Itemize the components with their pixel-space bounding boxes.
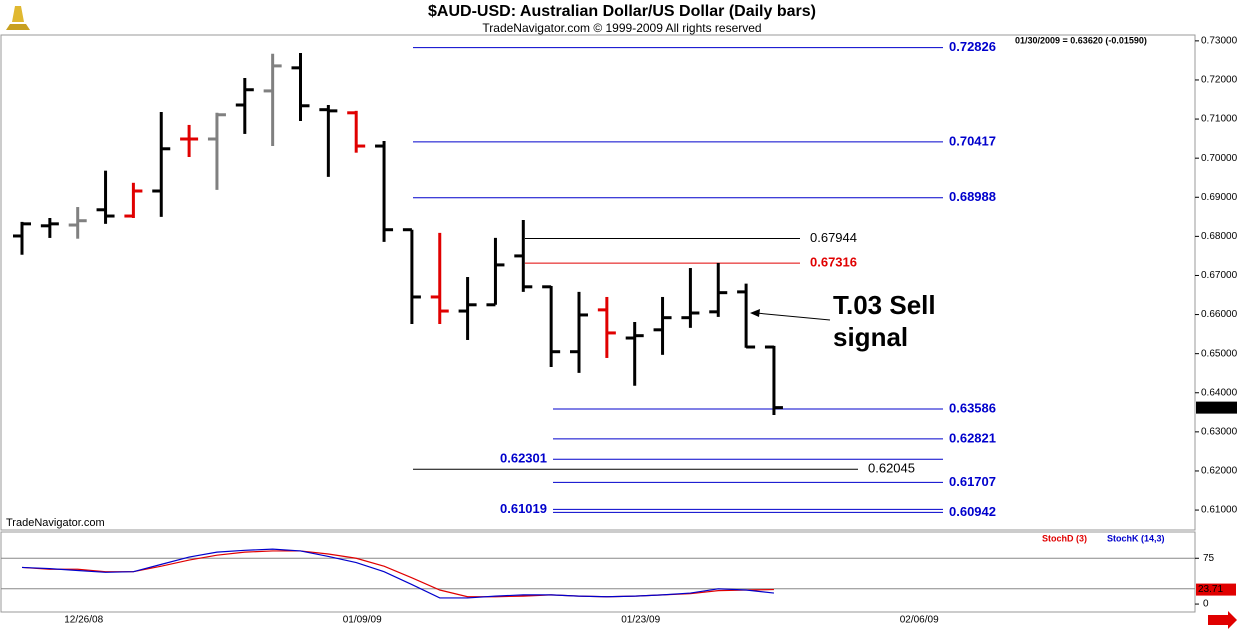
x-tick-label: 01/09/09 [343,615,382,626]
level-label: 0.72826 [949,39,996,54]
watermark: TradeNavigator.com [6,517,105,529]
info-text: 01/30/2009 = 0.63620 (-0.01590) [1015,35,1147,45]
level-label: 0.61707 [949,474,996,489]
y-tick-label: 0.72000 [1201,75,1238,86]
level-label: 0.68988 [949,189,996,204]
y-tick-label: 0.63000 [1201,427,1238,438]
level-label: 0.62821 [949,430,996,445]
y-tick-label: 0.61000 [1201,505,1238,516]
last-price-label: 0.63620 [1198,402,1235,413]
level-label: 0.67944 [810,230,857,245]
annotation-arrowhead [750,309,760,317]
chart-title: $AUD-USD: Australian Dollar/US Dollar (D… [428,3,816,20]
y-tick-label: 0.64000 [1201,387,1238,398]
level-label: 0.62045 [868,461,915,476]
level-label: 0.70417 [949,133,996,148]
y-tick-label: 0.73000 [1201,36,1238,47]
stoch-line [21,548,775,599]
last-value-box [1196,583,1236,596]
y-tick-label: 0.66000 [1201,309,1238,320]
x-tick-label: 12/26/08 [64,615,103,626]
y-tick-label: 75 [1203,553,1215,564]
level-label: 0.63586 [949,400,996,415]
x-tick-label: 01/23/09 [621,615,660,626]
legend-entry: StochK (14,3) [1107,533,1165,543]
level-label: 0.62301 [500,451,547,466]
y-tick-label: 0 [1203,599,1209,610]
x-tick-label: 02/06/09 [900,615,939,626]
y-tick-label: 0.67000 [1201,270,1238,281]
y-tick-label: 0.68000 [1201,231,1238,242]
last-value-label: 23.71 [1198,584,1223,595]
scroll-arrow[interactable] [1208,611,1237,629]
y-tick-label: 0.71000 [1201,114,1238,125]
annotation-arrow [755,312,831,321]
main-panel [0,34,1196,531]
y-tick-label: 0.70000 [1201,153,1238,164]
level-label: 0.61019 [500,501,547,516]
y-tick-label: 0.62000 [1201,466,1238,477]
level-label: 0.60942 [949,504,996,519]
chart-subtitle: TradeNavigator.com © 1999-2009 All right… [482,21,761,35]
annotation: T.03 Sell [833,290,936,320]
last-price-box [1196,401,1237,414]
logo [6,6,30,30]
annotation: signal [833,322,908,352]
y-tick-label: 0.65000 [1201,348,1238,359]
stoch-panel [0,531,1196,613]
level-label: 0.67316 [810,255,857,270]
legend-entry: StochD (3) [1042,533,1087,543]
y-tick-label: 0.69000 [1201,192,1238,203]
